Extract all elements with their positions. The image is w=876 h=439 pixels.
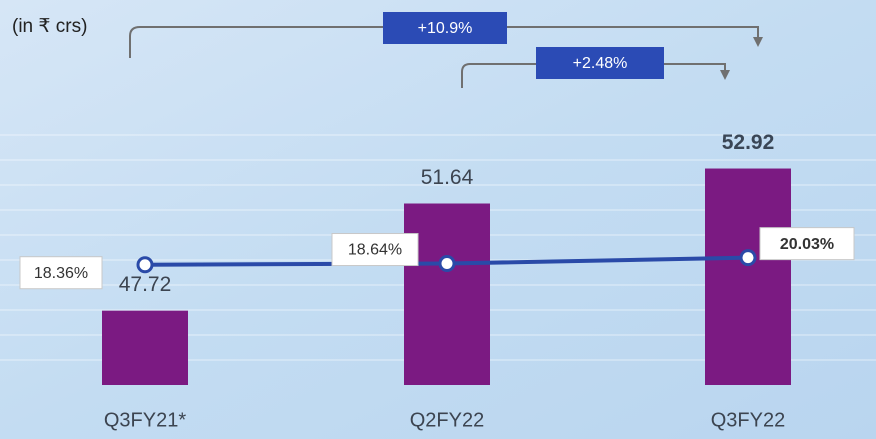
annotation-box — [383, 12, 507, 44]
line-value-label: 18.36% — [34, 265, 88, 282]
bar-value-label: 51.64 — [421, 166, 474, 189]
connector — [461, 63, 730, 88]
value-label-box — [759, 227, 855, 261]
x-tick-label: Q3FY21* — [104, 409, 186, 431]
annotation: +2.48% — [573, 55, 628, 72]
value-label-box — [331, 233, 419, 267]
bar — [705, 168, 791, 385]
annotation: +10.9% — [418, 20, 473, 37]
x-tick-label: Q2FY22 — [410, 409, 484, 431]
x-tick-label: Q3FY22 — [711, 409, 785, 431]
unit-label: (in ₹ crs) — [12, 16, 87, 37]
line-point — [136, 256, 154, 274]
line-point — [438, 255, 456, 273]
bar — [102, 310, 188, 385]
line-value-label: 20.03% — [780, 236, 834, 253]
line-value-label: 18.64% — [348, 242, 402, 259]
connector — [129, 26, 763, 58]
bar — [404, 203, 490, 385]
line-point — [739, 249, 757, 267]
bar-value-label: 52.92 — [722, 131, 775, 154]
annotation-box — [536, 47, 664, 79]
value-label-box — [19, 256, 103, 290]
bar-value-label: 47.72 — [119, 273, 172, 296]
